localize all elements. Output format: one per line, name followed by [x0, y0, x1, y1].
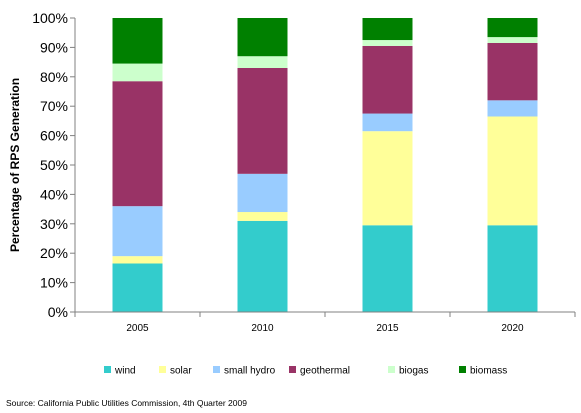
y-tick-label: 90%	[40, 39, 68, 55]
y-axis-label: Percentage of RPS Generation	[8, 78, 22, 252]
y-tick-label: 70%	[40, 98, 68, 114]
bar-segment-solar-2015	[362, 131, 413, 226]
bar-segment-biogas-2015	[362, 40, 413, 46]
legend-swatch-biogas	[388, 366, 395, 373]
legend-label: small hydro	[224, 366, 276, 377]
bar-segment-geothermal-2015	[362, 45, 413, 114]
legend-label: biomass	[470, 366, 507, 377]
bar-segment-biogas-2005	[112, 63, 163, 82]
legend-swatch-small-hydro	[213, 366, 220, 373]
y-tick-label: 60%	[40, 128, 68, 144]
bar-segment-small-hydro-2020	[487, 100, 538, 117]
bar-segment-small-hydro-2010	[237, 173, 288, 213]
source-note: Source: California Public Utilities Comm…	[6, 398, 247, 408]
bar-segment-geothermal-2005	[112, 81, 163, 207]
legend-swatch-wind	[104, 366, 111, 373]
plot-area	[112, 18, 538, 312]
x-tick-label: 2010	[251, 323, 274, 334]
legend-swatch-geothermal	[289, 366, 296, 373]
bar-segment-solar-2020	[487, 116, 538, 226]
bar-segment-biogas-2020	[487, 37, 538, 43]
bar-segment-small-hydro-2005	[112, 206, 163, 257]
y-tick-label: 20%	[40, 245, 68, 261]
y-tick-label: 50%	[40, 157, 68, 173]
y-tick-label: 80%	[40, 69, 68, 85]
bar-segment-biomass-2015	[362, 18, 413, 41]
bar-segment-solar-2010	[237, 212, 288, 221]
bar-segment-biomass-2020	[487, 18, 538, 38]
bar-segment-geothermal-2020	[487, 42, 538, 101]
bar-segment-biomass-2010	[237, 18, 288, 57]
legend-label: geothermal	[300, 366, 350, 377]
legend-swatch-biomass	[459, 366, 466, 373]
y-tick-label: 10%	[40, 275, 68, 291]
y-axis: 0% 10% 20% 30% 40% 50% 60% 70% 80% 90% 100%	[32, 10, 76, 320]
bar-segment-small-hydro-2015	[362, 113, 413, 132]
y-tick-label: 40%	[40, 186, 68, 202]
bar-segment-wind-2020	[487, 225, 538, 312]
bar-segment-solar-2005	[112, 256, 163, 264]
x-tick-label: 2020	[501, 323, 524, 334]
legend-swatch-solar	[159, 366, 166, 373]
x-tick-label: 2015	[376, 323, 399, 334]
y-tick-label: 0%	[48, 304, 68, 320]
bar-segment-wind-2010	[237, 220, 288, 312]
legend-label: wind	[114, 366, 136, 377]
x-tick-label: 2005	[126, 323, 149, 334]
bar-segment-wind-2015	[362, 225, 413, 312]
bar-segment-wind-2005	[112, 263, 163, 312]
bar-segment-geothermal-2010	[237, 67, 288, 174]
x-axis: 2005 2010 2015 2020	[74, 311, 576, 334]
bar-segment-biomass-2005	[112, 18, 163, 64]
y-tick-label: 30%	[40, 216, 68, 232]
legend-label: solar	[170, 366, 192, 377]
legend: wind solar small hydro geothermal biogas biom…	[104, 366, 507, 377]
y-tick-label: 100%	[32, 10, 68, 26]
bar-segment-biogas-2010	[237, 56, 288, 68]
legend-label: biogas	[399, 366, 428, 377]
